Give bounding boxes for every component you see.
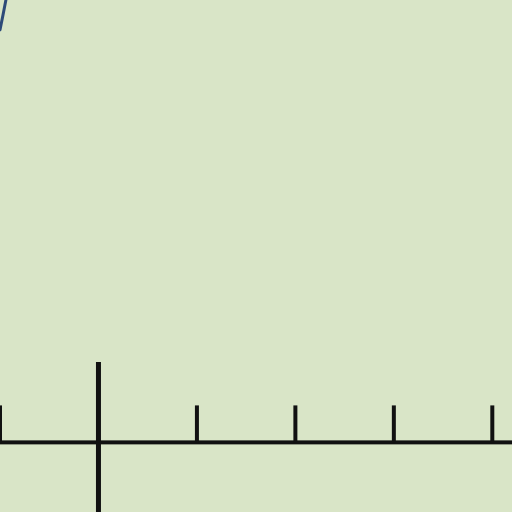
axes-layer <box>0 362 512 512</box>
series-layer <box>0 0 8 32</box>
series-line <box>0 0 8 32</box>
